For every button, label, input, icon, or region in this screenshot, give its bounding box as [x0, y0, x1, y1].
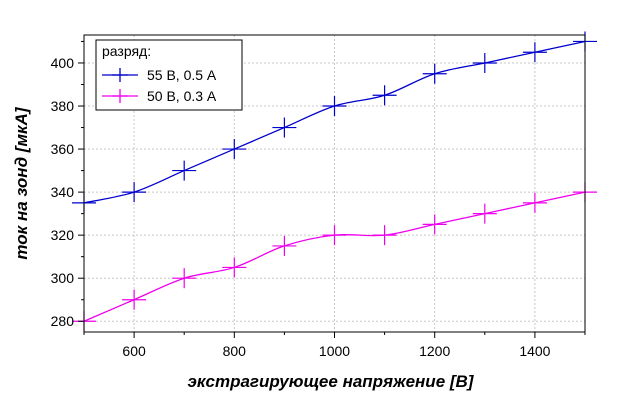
- legend-label: 55 В, 0.5 А: [147, 67, 217, 83]
- series-1-point: [122, 182, 147, 203]
- y-tick-label: 360: [51, 141, 75, 157]
- y-axis-title: ток на зонд [мкА]: [12, 106, 31, 260]
- series-1-point: [472, 52, 497, 73]
- legend: разряд: 55 В, 0.5 А 50 В, 0.3 А: [95, 39, 243, 111]
- x-tick-label: 800: [223, 343, 247, 359]
- series-1-point: [322, 96, 347, 117]
- series-2-point: [122, 289, 147, 310]
- series-2-point: [322, 225, 347, 246]
- y-tick-label: 380: [51, 98, 75, 114]
- series-2-point: [422, 214, 447, 235]
- series-2-point: [472, 203, 497, 224]
- y-tick-label: 280: [51, 313, 75, 329]
- legend-label: 50 В, 0.3 А: [147, 88, 217, 104]
- series-1-point: [272, 117, 297, 138]
- x-axis-title: экстрагирующее напряжение [В]: [188, 372, 475, 391]
- series-2-point: [272, 235, 297, 256]
- y-tick-label: 340: [51, 184, 75, 200]
- series-2-point: [172, 268, 197, 289]
- y-tick-label: 400: [51, 55, 75, 71]
- series-2-point: [522, 192, 547, 213]
- x-tick-label: 600: [122, 343, 146, 359]
- axes: 280 300 320 340 360 380 400 600 800 1000 1200 1400: [51, 40, 586, 359]
- series-1-point: [422, 63, 447, 84]
- legend-item-2: 50 В, 0.3 А: [102, 88, 217, 104]
- series-1-point: [222, 139, 247, 160]
- legend-item-1: 55 В, 0.5 А: [102, 67, 217, 83]
- x-tick-label: 1000: [319, 343, 350, 359]
- x-tick-label: 1200: [419, 343, 450, 359]
- x-tick-label: 1400: [519, 343, 550, 359]
- series-2-point: [222, 257, 247, 278]
- y-tick-label: 320: [51, 227, 75, 243]
- series-1-point: [172, 160, 197, 181]
- y-tick-label: 300: [51, 270, 75, 286]
- series-2-point: [372, 225, 397, 246]
- series-1-point: [372, 85, 397, 106]
- legend-title: разряд:: [102, 43, 151, 59]
- series-1-point: [522, 42, 547, 63]
- grid: [84, 35, 585, 332]
- series-layer: [72, 31, 597, 332]
